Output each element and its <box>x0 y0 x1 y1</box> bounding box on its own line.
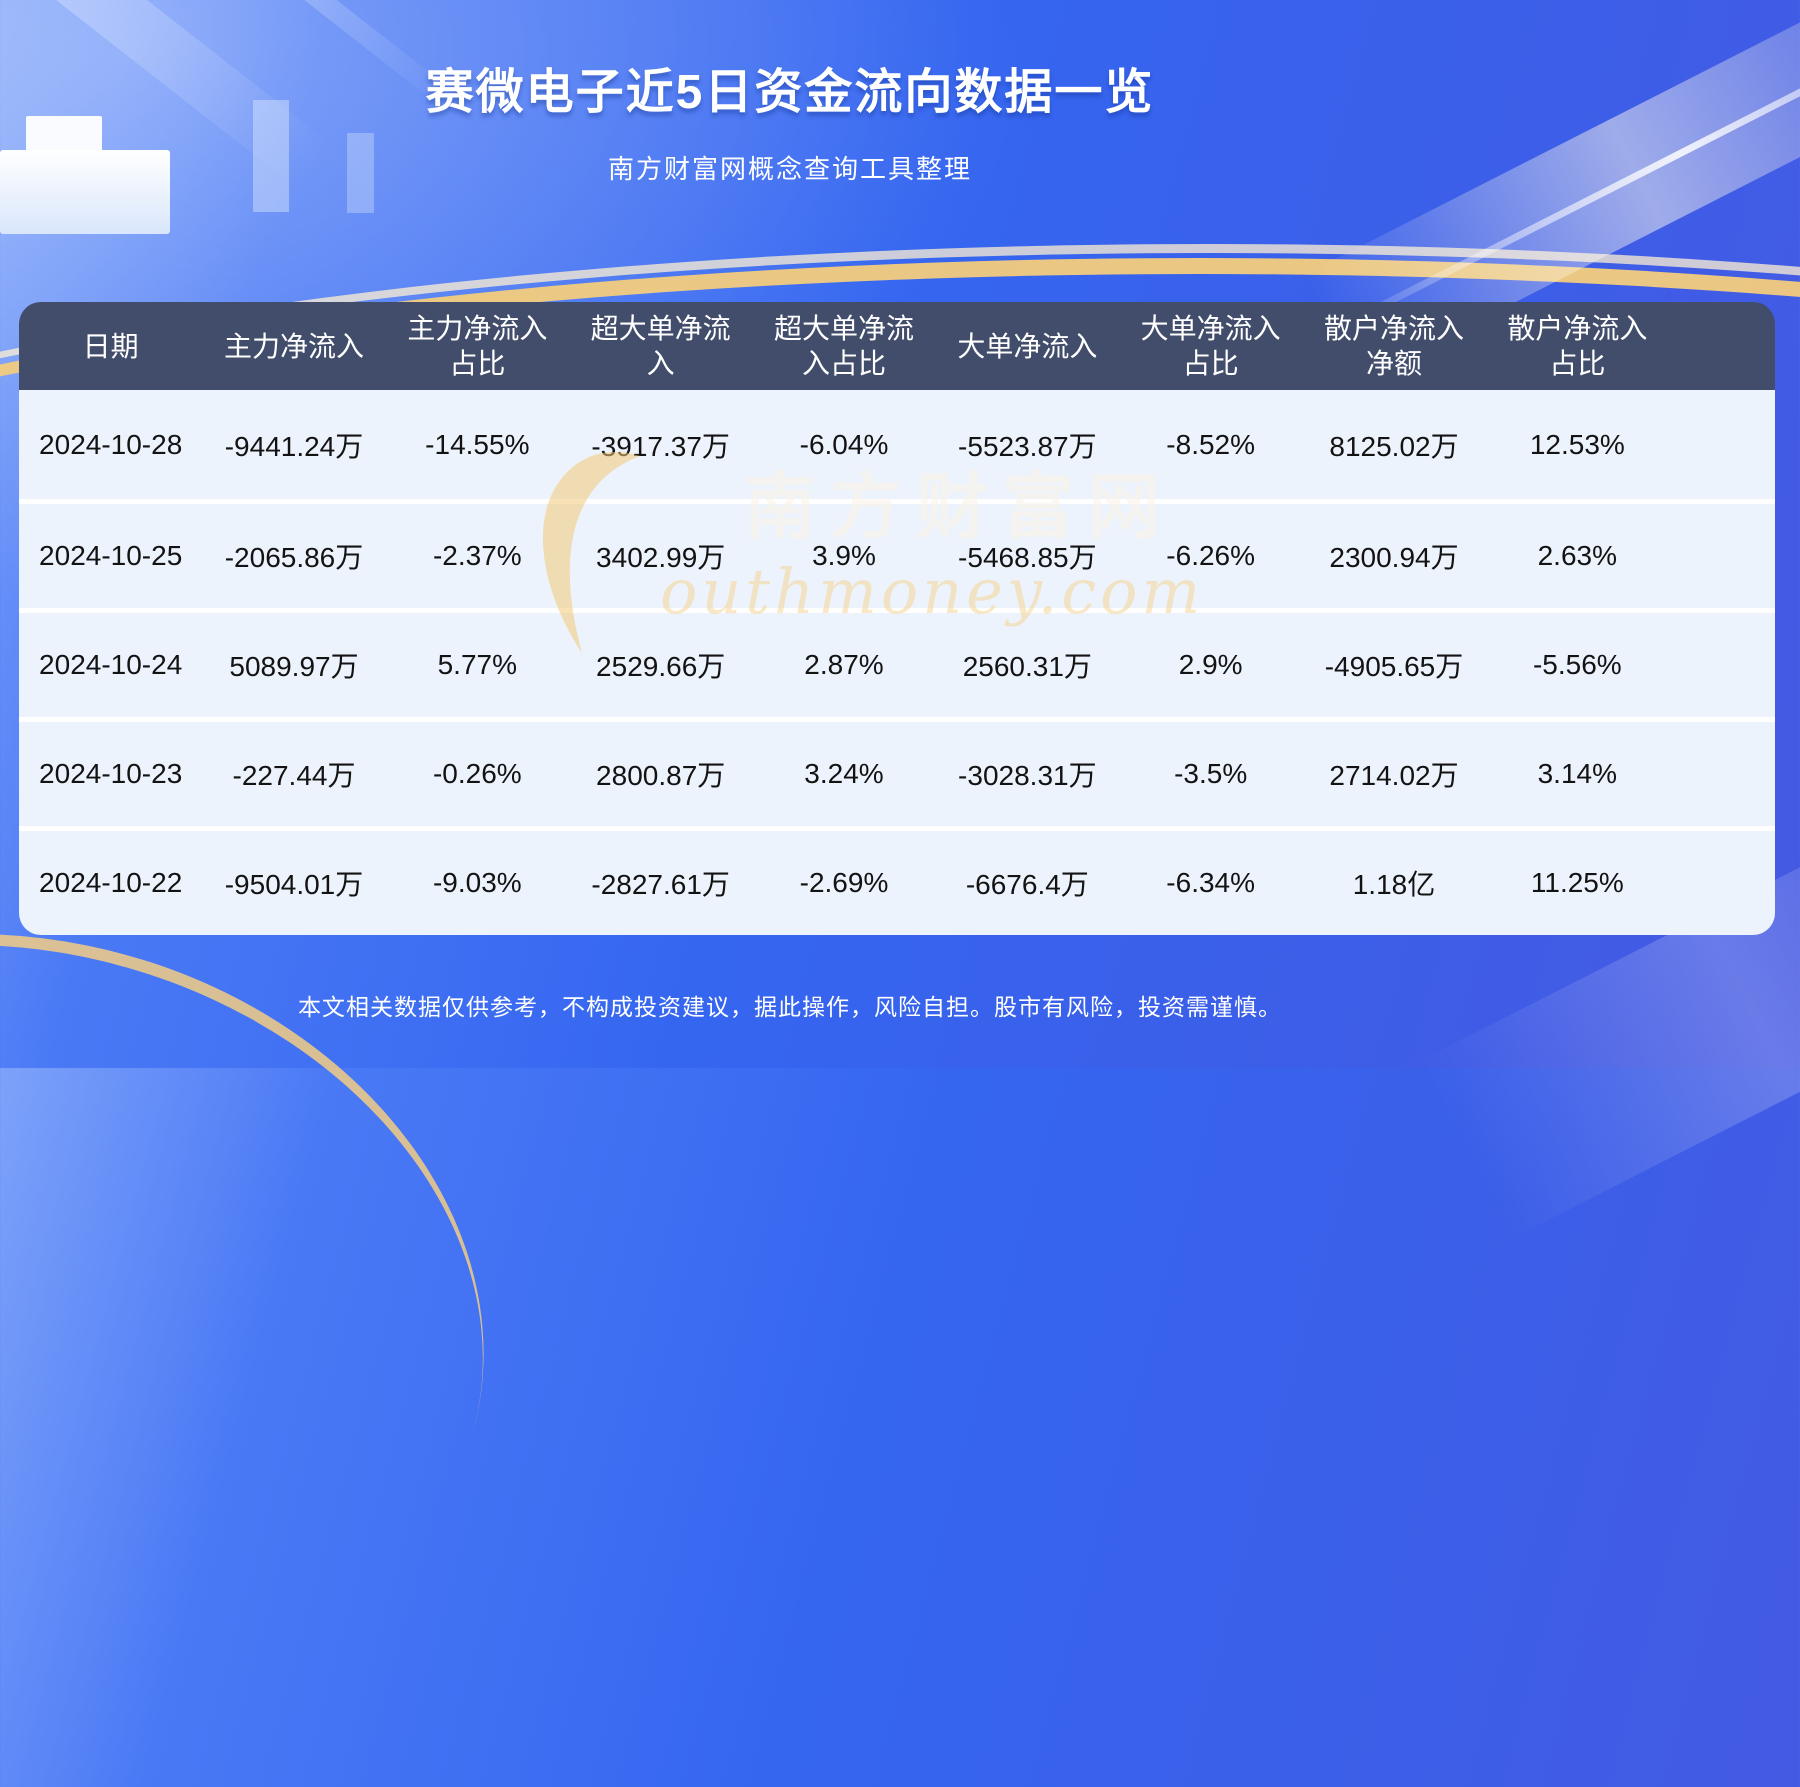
cell-value: -9504.01万 <box>224 869 364 900</box>
cell-date: 2024-10-24 <box>39 649 183 680</box>
cell-value: -2.37% <box>432 540 522 571</box>
table-row: 2024-10-22 -9504.01万 -9.03% -2827.61万 -2… <box>19 826 1775 935</box>
cell-value: -2827.61万 <box>591 869 730 900</box>
cell-value: 2714.02万 <box>1329 760 1459 791</box>
cell-value: 3.9% <box>812 540 876 571</box>
header-main-net-inflow: 主力净流入 <box>223 330 364 362</box>
cell-date: 2024-10-28 <box>39 428 183 460</box>
cell-value: 3402.99万 <box>596 542 726 573</box>
page-subtitle: 南方财富网概念查询工具整理 <box>607 154 972 184</box>
cell-value: -5523.87万 <box>958 430 1097 462</box>
decor-slab <box>253 100 289 212</box>
cell-value: 2529.66万 <box>596 651 726 682</box>
cell-value: 1.18亿 <box>1352 869 1436 900</box>
cell-value: 2800.87万 <box>596 760 726 791</box>
cell-value: 12.53% <box>1529 428 1625 460</box>
cell-date: 2024-10-23 <box>39 758 183 789</box>
table-row: 2024-10-24 5089.97万 5.77% 2529.66万 2.87%… <box>19 608 1775 717</box>
cell-value: -3917.37万 <box>591 430 730 462</box>
cell-value: 5.77% <box>437 649 518 680</box>
cell-value: -6.26% <box>1166 540 1256 571</box>
cell-value: 2.63% <box>1537 540 1618 571</box>
cell-value: -3.5% <box>1174 758 1248 789</box>
cell-value: 11.25% <box>1530 867 1624 898</box>
cell-value: -2.69% <box>799 867 889 898</box>
cell-value: -2065.86万 <box>224 542 364 573</box>
disclaimer-text: 本文相关数据仅供参考，不构成投资建议，据此操作，风险自担。股市有风险，投资需谨慎… <box>298 994 1282 1020</box>
cell-value: -9441.24万 <box>224 430 364 462</box>
cell-value: 2560.31万 <box>962 651 1092 682</box>
cell-value: -0.26% <box>432 758 522 789</box>
cell-value: -8.52% <box>1166 428 1256 460</box>
cell-date: 2024-10-22 <box>39 867 183 898</box>
cell-value: -9.03% <box>432 867 522 898</box>
header-xl-order-net-inflow: 超大单净流 入 <box>590 313 731 379</box>
cell-value: -14.55% <box>425 428 530 460</box>
cell-value: -6.34% <box>1166 867 1256 898</box>
cell-value: -3028.31万 <box>958 760 1097 791</box>
decor-podium-top <box>26 116 102 152</box>
cell-value: -4905.65万 <box>1324 651 1464 682</box>
fund-flow-table: 日期 主力净流入 主力净流入 占比 超大单净流 入 超大单净流 入占比 大单净流… <box>19 302 1775 935</box>
cell-value: -227.44万 <box>232 760 356 791</box>
table-header-row: 日期 主力净流入 主力净流入 占比 超大单净流 入 超大单净流 入占比 大单净流… <box>19 302 1775 390</box>
header-large-order-net-inflow: 大单净流入 <box>957 330 1098 362</box>
header-xl-order-net-inflow-pct: 超大单净流 入占比 <box>773 313 914 379</box>
table-row: 2024-10-25 -2065.86万 -2.37% 3402.99万 3.9… <box>19 499 1775 608</box>
table-row: 2024-10-23 -227.44万 -0.26% 2800.87万 3.24… <box>19 717 1775 826</box>
cell-value: 2.9% <box>1178 649 1243 680</box>
page-title: 赛微电子近5日资金流向数据一览 <box>425 66 1155 119</box>
header-retail-net-inflow-pct: 散户净流入 占比 <box>1507 313 1648 379</box>
header-retail-net-inflow: 散户净流入 净额 <box>1323 313 1464 379</box>
cell-value: -5468.85万 <box>958 542 1097 573</box>
cell-value: 2300.94万 <box>1329 542 1459 573</box>
header-date: 日期 <box>82 330 139 362</box>
cell-value: 8125.02万 <box>1329 430 1459 462</box>
header-large-order-net-inflow-pct: 大单净流入 占比 <box>1140 313 1281 379</box>
decor-slab <box>347 133 374 213</box>
cell-value: -6.04% <box>799 428 889 460</box>
cell-value: 2.87% <box>804 649 884 680</box>
cell-value: 5089.97万 <box>229 651 359 682</box>
cell-value: -6676.4万 <box>965 869 1089 900</box>
decor-podium <box>0 150 170 234</box>
cell-value: 3.24% <box>804 758 884 789</box>
header-main-net-inflow-pct: 主力净流入 占比 <box>407 313 548 379</box>
cell-value: 3.14% <box>1537 758 1618 789</box>
cell-value: -5.56% <box>1532 649 1622 680</box>
table-row: 2024-10-28 -9441.24万 -14.55% -3917.37万 -… <box>19 390 1775 499</box>
cell-date: 2024-10-25 <box>39 540 183 571</box>
